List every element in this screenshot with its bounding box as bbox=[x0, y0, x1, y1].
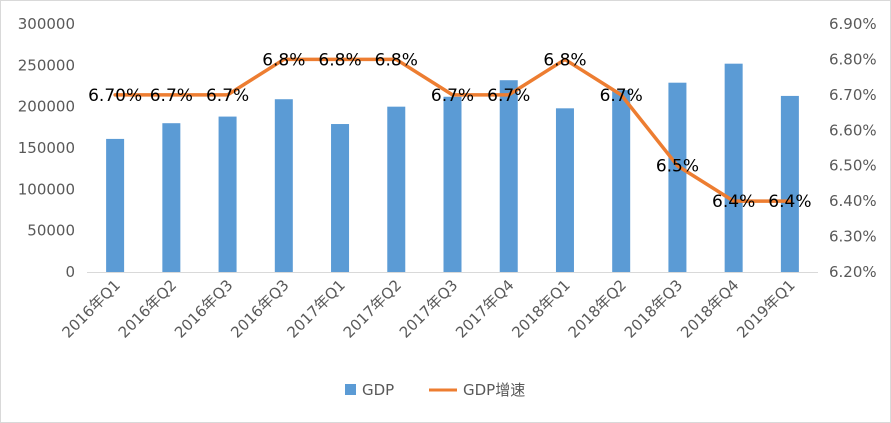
y-right-tick-label: 6.20% bbox=[829, 263, 877, 281]
data-label-gdp-growth: 6.4% bbox=[712, 192, 755, 212]
x-tick-label: 2018年Q4 bbox=[677, 276, 742, 341]
bar-gdp bbox=[218, 116, 237, 272]
y-left-tick-label: 150000 bbox=[18, 139, 75, 157]
bar-gdp bbox=[499, 80, 518, 272]
legend-swatch-gdp bbox=[345, 384, 356, 395]
legend-label-gdp: GDP bbox=[362, 381, 394, 399]
x-tick-label: 2016年Q2 bbox=[115, 276, 180, 341]
bar-gdp bbox=[443, 96, 462, 272]
x-tick-label: 2016年Q3 bbox=[227, 276, 292, 341]
x-tick-label: 2018年Q3 bbox=[621, 276, 686, 341]
x-tick-label: 2018年Q2 bbox=[565, 276, 630, 341]
data-label-gdp-growth: 6.5% bbox=[656, 157, 699, 177]
x-tick-label: 2016年Q1 bbox=[59, 276, 124, 341]
legend: GDP GDP增速 bbox=[345, 381, 525, 399]
bar-gdp bbox=[555, 108, 574, 272]
y-left-tick-label: 0 bbox=[65, 263, 75, 281]
bar-gdp bbox=[274, 99, 293, 272]
data-label-gdp-growth: 6.8% bbox=[318, 50, 361, 70]
bar-gdp bbox=[387, 106, 406, 273]
data-label-gdp-growth: 6.7% bbox=[487, 86, 530, 106]
bar-gdp bbox=[106, 138, 125, 272]
bars-layer bbox=[106, 63, 799, 273]
bar-gdp bbox=[162, 123, 181, 272]
data-label-gdp-growth: 6.7% bbox=[206, 86, 249, 106]
y-left-tick-label: 100000 bbox=[18, 180, 75, 198]
data-label-gdp-growth: 6.70% bbox=[88, 86, 142, 106]
line-layer bbox=[113, 57, 792, 203]
data-label-gdp-growth: 6.8% bbox=[543, 50, 586, 70]
y-left-tick-label: 200000 bbox=[18, 98, 75, 116]
y-right-tick-label: 6.50% bbox=[829, 157, 877, 175]
x-tick-label: 2017年Q1 bbox=[283, 276, 348, 341]
y-left-tick-label: 300000 bbox=[18, 15, 75, 33]
bar-gdp bbox=[780, 95, 799, 272]
y-right-tick-label: 6.40% bbox=[829, 192, 877, 210]
y-right-tick-label: 6.60% bbox=[829, 121, 877, 139]
data-label-gdp-growth: 6.7% bbox=[600, 86, 643, 106]
line-gdp-growth bbox=[113, 57, 792, 203]
y-right-tick-label: 6.80% bbox=[829, 50, 877, 68]
x-tick-label: 2019年Q1 bbox=[733, 276, 798, 341]
bar-gdp bbox=[724, 63, 743, 273]
data-label-gdp-growth: 6.8% bbox=[262, 50, 305, 70]
x-tick-label: 2016年Q3 bbox=[171, 276, 236, 341]
legend-label-gdp-growth: GDP增速 bbox=[463, 381, 525, 399]
x-tick-label: 2017年Q3 bbox=[396, 276, 461, 341]
data-labels-layer: 6.70% 6.7% 6.7% 6.8% 6.8% 6.8% 6.7% 6.7% 6.8% 6.7… bbox=[88, 50, 811, 212]
data-label-gdp-growth: 6.8% bbox=[375, 50, 418, 70]
y-right-tick-label: 6.30% bbox=[829, 228, 877, 246]
y-right-tick-label: 6.70% bbox=[829, 86, 877, 104]
y-left-tick-label: 250000 bbox=[18, 56, 75, 74]
x-tick-label: 2017年Q2 bbox=[340, 276, 405, 341]
x-tick-label: 2018年Q1 bbox=[508, 276, 573, 341]
y-right-tick-label: 6.90% bbox=[829, 15, 877, 33]
data-label-gdp-growth: 6.7% bbox=[150, 86, 193, 106]
data-label-gdp-growth: 6.7% bbox=[431, 86, 474, 106]
bar-gdp bbox=[612, 90, 631, 272]
bar-gdp bbox=[668, 82, 687, 273]
y-left-tick-label: 50000 bbox=[27, 222, 75, 240]
bar-gdp bbox=[331, 124, 350, 272]
x-tick-label: 2017年Q4 bbox=[452, 276, 517, 341]
data-label-gdp-growth: 6.4% bbox=[768, 192, 811, 212]
